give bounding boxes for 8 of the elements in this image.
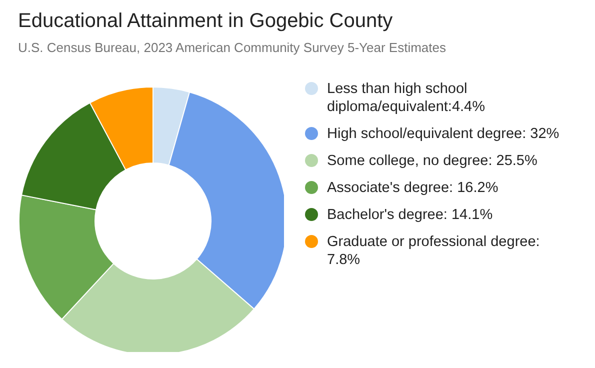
legend-label: Graduate or professional degree: 7.8%	[327, 233, 541, 269]
legend-label: High school/equivalent degree: 32%	[327, 125, 560, 143]
legend-label: Some college, no degree: 25.5%	[327, 152, 538, 170]
chart-subtitle: U.S. Census Bureau, 2023 American Community Survey 5-Year Estimates	[18, 40, 446, 55]
legend-label: Associate's degree: 16.2%	[327, 179, 498, 197]
legend-label: Bachelor's degree: 14.1%	[327, 206, 493, 224]
chart-title: Educational Attainment in Gogebic County	[18, 10, 393, 33]
legend-label: Less than high school diploma/equivalent:4.4%	[327, 80, 486, 116]
